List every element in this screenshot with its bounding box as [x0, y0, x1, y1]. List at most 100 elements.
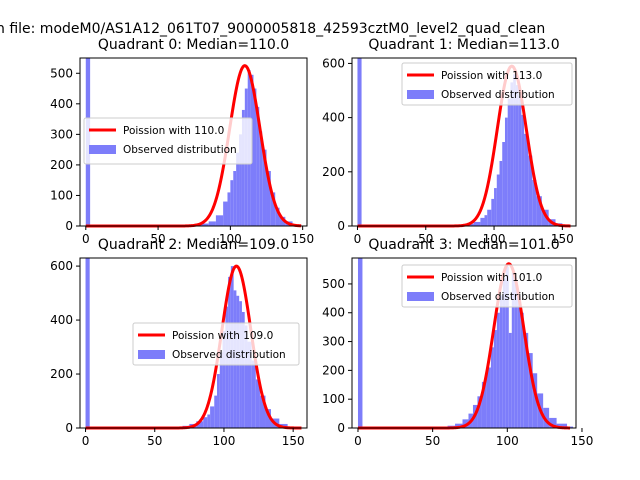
- x-tick-label: 100: [483, 232, 506, 246]
- histogram-bar: [518, 95, 522, 226]
- histogram-bar: [491, 198, 495, 226]
- panel-title: Quadrant 2: Median=109.0: [98, 237, 289, 253]
- legend-box: [401, 264, 573, 308]
- y-tick-label: 400: [322, 111, 345, 125]
- histogram-bar: [507, 98, 511, 226]
- legend-model-label: Poission with 109.0: [172, 330, 273, 342]
- histogram-bar: [493, 330, 497, 428]
- panel-title: Quadrant 0: Median=110.0: [98, 37, 289, 53]
- histogram-bar: [517, 295, 521, 428]
- y-tick-label: 200: [50, 158, 73, 172]
- histogram-bar: [515, 85, 519, 226]
- y-tick-label: 400: [50, 97, 73, 111]
- histogram-bar: [253, 88, 257, 226]
- histogram-bar: [265, 409, 272, 428]
- x-tick-label: 50: [150, 232, 165, 246]
- y-tick-label: 200: [322, 363, 345, 377]
- histogram-bar: [521, 114, 525, 226]
- panel-title: Quadrant 1: Median=113.0: [368, 37, 559, 53]
- histogram-bar: [256, 106, 260, 226]
- y-tick-label: 0: [337, 421, 345, 435]
- x-tick-label: 150: [551, 232, 574, 246]
- subplot-1: Quadrant 1: Median=113.0 0 50 100 150 0 200 400…: [322, 37, 577, 246]
- legend-box: [83, 117, 253, 165]
- histogram-bar: [222, 330, 226, 428]
- histogram-bar: [259, 131, 263, 226]
- histogram-bar: [236, 152, 240, 226]
- histogram-zero-bar: [85, 258, 90, 428]
- histogram-bar: [502, 142, 505, 226]
- histogram-bar: [217, 374, 220, 428]
- x-tick-label: 50: [418, 232, 433, 246]
- histogram-bar: [502, 278, 506, 428]
- x-tick-label: 100: [212, 434, 235, 448]
- histogram-bar: [247, 341, 252, 428]
- histogram-bar: [230, 180, 234, 226]
- histogram-bar: [524, 133, 529, 226]
- x-tick-label: 50: [147, 434, 162, 448]
- legend-hist-label: Observed distribution: [441, 291, 555, 303]
- histogram-bar: [494, 188, 497, 226]
- histogram-bar: [496, 174, 500, 226]
- legend-model-label: Poission with 101.0: [441, 272, 542, 284]
- y-tick-label: 600: [50, 259, 73, 273]
- histogram-bar: [251, 360, 256, 428]
- histogram-bar: [513, 74, 516, 227]
- histogram-bar: [549, 417, 557, 428]
- x-tick-label: 150: [282, 434, 305, 448]
- histogram-bar: [244, 325, 248, 428]
- x-tick-label: 150: [291, 232, 314, 246]
- axes-frame: [79, 57, 308, 227]
- histogram-bar: [462, 419, 469, 428]
- histogram-bar: [259, 395, 266, 428]
- subplot-3: Quadrant 3: Median=101.0 0 50 100 150 0 100 200…: [322, 237, 593, 448]
- legend-hist-label: Observed distribution: [123, 144, 237, 156]
- x-tick-label: 50: [425, 434, 440, 448]
- histogram-bar: [514, 283, 518, 428]
- histogram-bar: [262, 149, 267, 226]
- histogram-bar: [504, 117, 508, 226]
- histogram-bar: [484, 215, 488, 226]
- y-tick-label: 200: [322, 165, 345, 179]
- histogram-bar: [275, 207, 280, 226]
- histogram-bar: [487, 209, 492, 226]
- axes-frame: [351, 57, 577, 227]
- histogram-bar: [255, 379, 260, 428]
- legend-model-label: Poission with 110.0: [123, 125, 224, 137]
- histogram-bar: [227, 192, 231, 226]
- histogram-bar: [528, 155, 533, 226]
- histogram-bar: [541, 209, 549, 226]
- histogram-bar: [215, 215, 224, 226]
- legend-hist-swatch: [89, 145, 116, 154]
- histogram-bar: [207, 414, 211, 428]
- y-tick-label: 300: [50, 127, 73, 141]
- histogram-bar: [219, 352, 223, 428]
- histogram-bar: [241, 311, 245, 428]
- y-tick-label: 0: [337, 219, 345, 233]
- histogram-bar: [490, 347, 494, 428]
- y-tick-label: 100: [50, 188, 73, 202]
- histogram-bar: [543, 407, 550, 428]
- x-tick-label: 0: [354, 434, 362, 448]
- histogram-bar: [241, 109, 245, 226]
- histogram-bar: [208, 221, 216, 226]
- histogram-bar: [279, 216, 286, 226]
- y-tick-label: 0: [65, 421, 73, 435]
- y-tick-label: 100: [322, 392, 345, 406]
- histogram-bar: [473, 221, 481, 226]
- histogram-bar: [266, 171, 271, 226]
- histogram-bar: [520, 312, 524, 428]
- histogram-bar: [239, 134, 242, 226]
- x-tick-label: 0: [354, 232, 362, 246]
- histogram-bar: [225, 306, 229, 428]
- x-tick-label: 100: [496, 434, 519, 448]
- histogram-bar: [196, 421, 204, 428]
- y-tick-label: 400: [50, 313, 73, 327]
- histogram-zero-bar: [357, 258, 363, 428]
- panel-title: Quadrant 3: Median=101.0: [368, 237, 559, 253]
- histogram-bar: [505, 266, 509, 428]
- legend-hist-label: Observed distribution: [172, 349, 286, 361]
- y-tick-label: 500: [50, 66, 73, 80]
- y-tick-label: 300: [322, 335, 345, 349]
